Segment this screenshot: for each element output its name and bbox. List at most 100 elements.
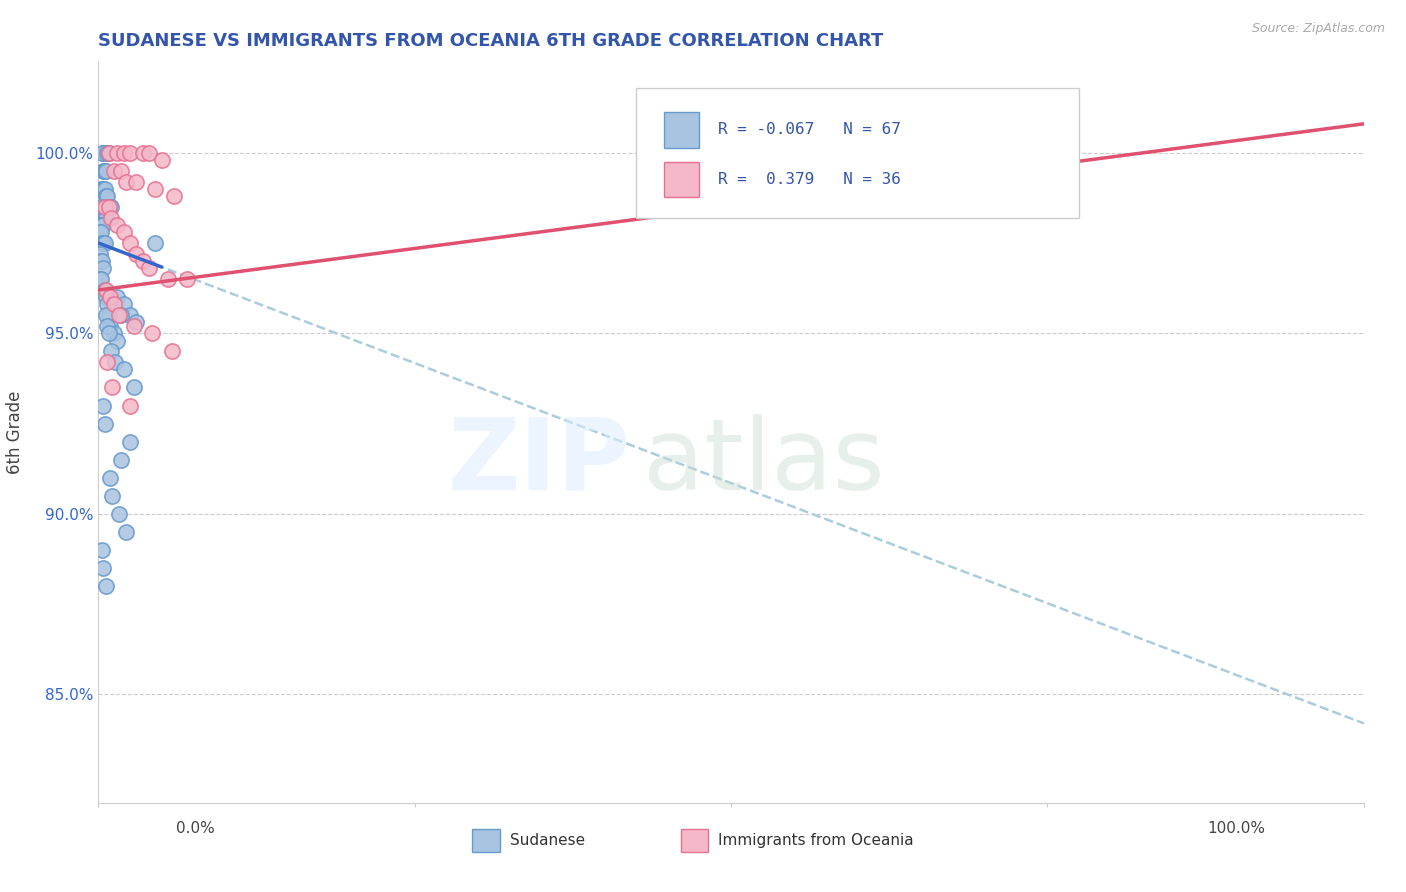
Point <box>101 489 124 503</box>
Point <box>98 319 121 334</box>
Point <box>90 182 112 196</box>
Point <box>94 163 117 178</box>
Point <box>97 200 120 214</box>
Point <box>120 308 141 322</box>
Point <box>138 145 160 160</box>
Point <box>96 319 118 334</box>
Point <box>107 308 129 322</box>
Point <box>107 218 129 232</box>
Point <box>107 145 129 160</box>
Point <box>103 297 125 311</box>
Point <box>89 247 111 261</box>
Text: R = -0.067   N = 67: R = -0.067 N = 67 <box>718 122 901 137</box>
Point <box>91 235 114 250</box>
Point <box>132 145 155 160</box>
Text: Source: ZipAtlas.com: Source: ZipAtlas.com <box>1251 22 1385 36</box>
Point <box>1036 163 1059 178</box>
Point <box>96 355 118 369</box>
Point <box>90 218 112 232</box>
Point <box>120 399 141 413</box>
Point <box>98 290 121 304</box>
Point <box>93 211 115 225</box>
Point <box>96 189 118 203</box>
Point <box>94 579 117 593</box>
Point <box>112 297 135 311</box>
Point <box>107 290 129 304</box>
Point <box>91 543 114 558</box>
Point <box>93 235 115 250</box>
Point <box>110 452 132 467</box>
Point <box>93 163 117 178</box>
Point <box>97 200 120 214</box>
Point <box>120 235 141 250</box>
Point <box>93 417 117 431</box>
Point <box>110 308 132 322</box>
Point <box>93 283 117 297</box>
Point <box>98 200 121 214</box>
Point <box>107 334 129 348</box>
Point <box>91 254 114 268</box>
Point <box>103 326 125 341</box>
Point <box>157 272 180 286</box>
Point <box>94 211 117 225</box>
Text: R =  0.379   N = 36: R = 0.379 N = 36 <box>718 172 901 187</box>
Text: SUDANESE VS IMMIGRANTS FROM OCEANIA 6TH GRADE CORRELATION CHART: SUDANESE VS IMMIGRANTS FROM OCEANIA 6TH … <box>98 32 884 50</box>
FancyBboxPatch shape <box>636 88 1080 218</box>
Point <box>91 145 114 160</box>
Point <box>93 163 115 178</box>
Text: ZIP: ZIP <box>447 414 630 511</box>
Point <box>100 200 122 214</box>
Point <box>104 355 127 369</box>
Point <box>93 261 115 276</box>
Bar <box>471 829 499 853</box>
Point <box>91 218 114 232</box>
Y-axis label: 6th Grade: 6th Grade <box>7 391 24 475</box>
Point <box>115 524 138 539</box>
Point <box>90 272 112 286</box>
Bar <box>681 829 709 853</box>
Text: atlas: atlas <box>643 414 884 511</box>
Point <box>91 200 114 214</box>
Point <box>93 182 115 196</box>
Point <box>97 308 120 322</box>
Point <box>90 225 112 239</box>
Point <box>97 145 120 160</box>
Point <box>115 175 138 189</box>
Point <box>93 145 115 160</box>
Point <box>112 225 135 239</box>
Point <box>122 380 145 394</box>
Point <box>145 235 166 250</box>
Point <box>94 145 117 160</box>
Point <box>150 153 173 167</box>
Point <box>103 163 125 178</box>
Point <box>163 189 186 203</box>
Point <box>93 182 117 196</box>
Point <box>94 308 117 322</box>
Point <box>94 189 117 203</box>
Point <box>101 380 124 394</box>
Point <box>96 297 118 311</box>
Point <box>120 145 141 160</box>
Point <box>97 145 120 160</box>
Point <box>94 290 117 304</box>
Point <box>110 163 132 178</box>
Text: 100.0%: 100.0% <box>1208 821 1265 836</box>
Point <box>97 326 120 341</box>
Point <box>91 182 114 196</box>
Point <box>125 247 148 261</box>
Bar <box>664 112 699 147</box>
Point <box>93 218 115 232</box>
Point <box>90 254 112 268</box>
Point <box>100 211 122 225</box>
Point <box>160 344 183 359</box>
Point <box>125 175 148 189</box>
Point <box>93 561 115 575</box>
Point <box>98 471 121 485</box>
Point <box>93 235 117 250</box>
Point <box>112 145 135 160</box>
Point <box>93 145 117 160</box>
Point <box>141 326 163 341</box>
Point <box>145 182 166 196</box>
Text: Sudanese: Sudanese <box>510 833 585 848</box>
Point <box>100 344 122 359</box>
